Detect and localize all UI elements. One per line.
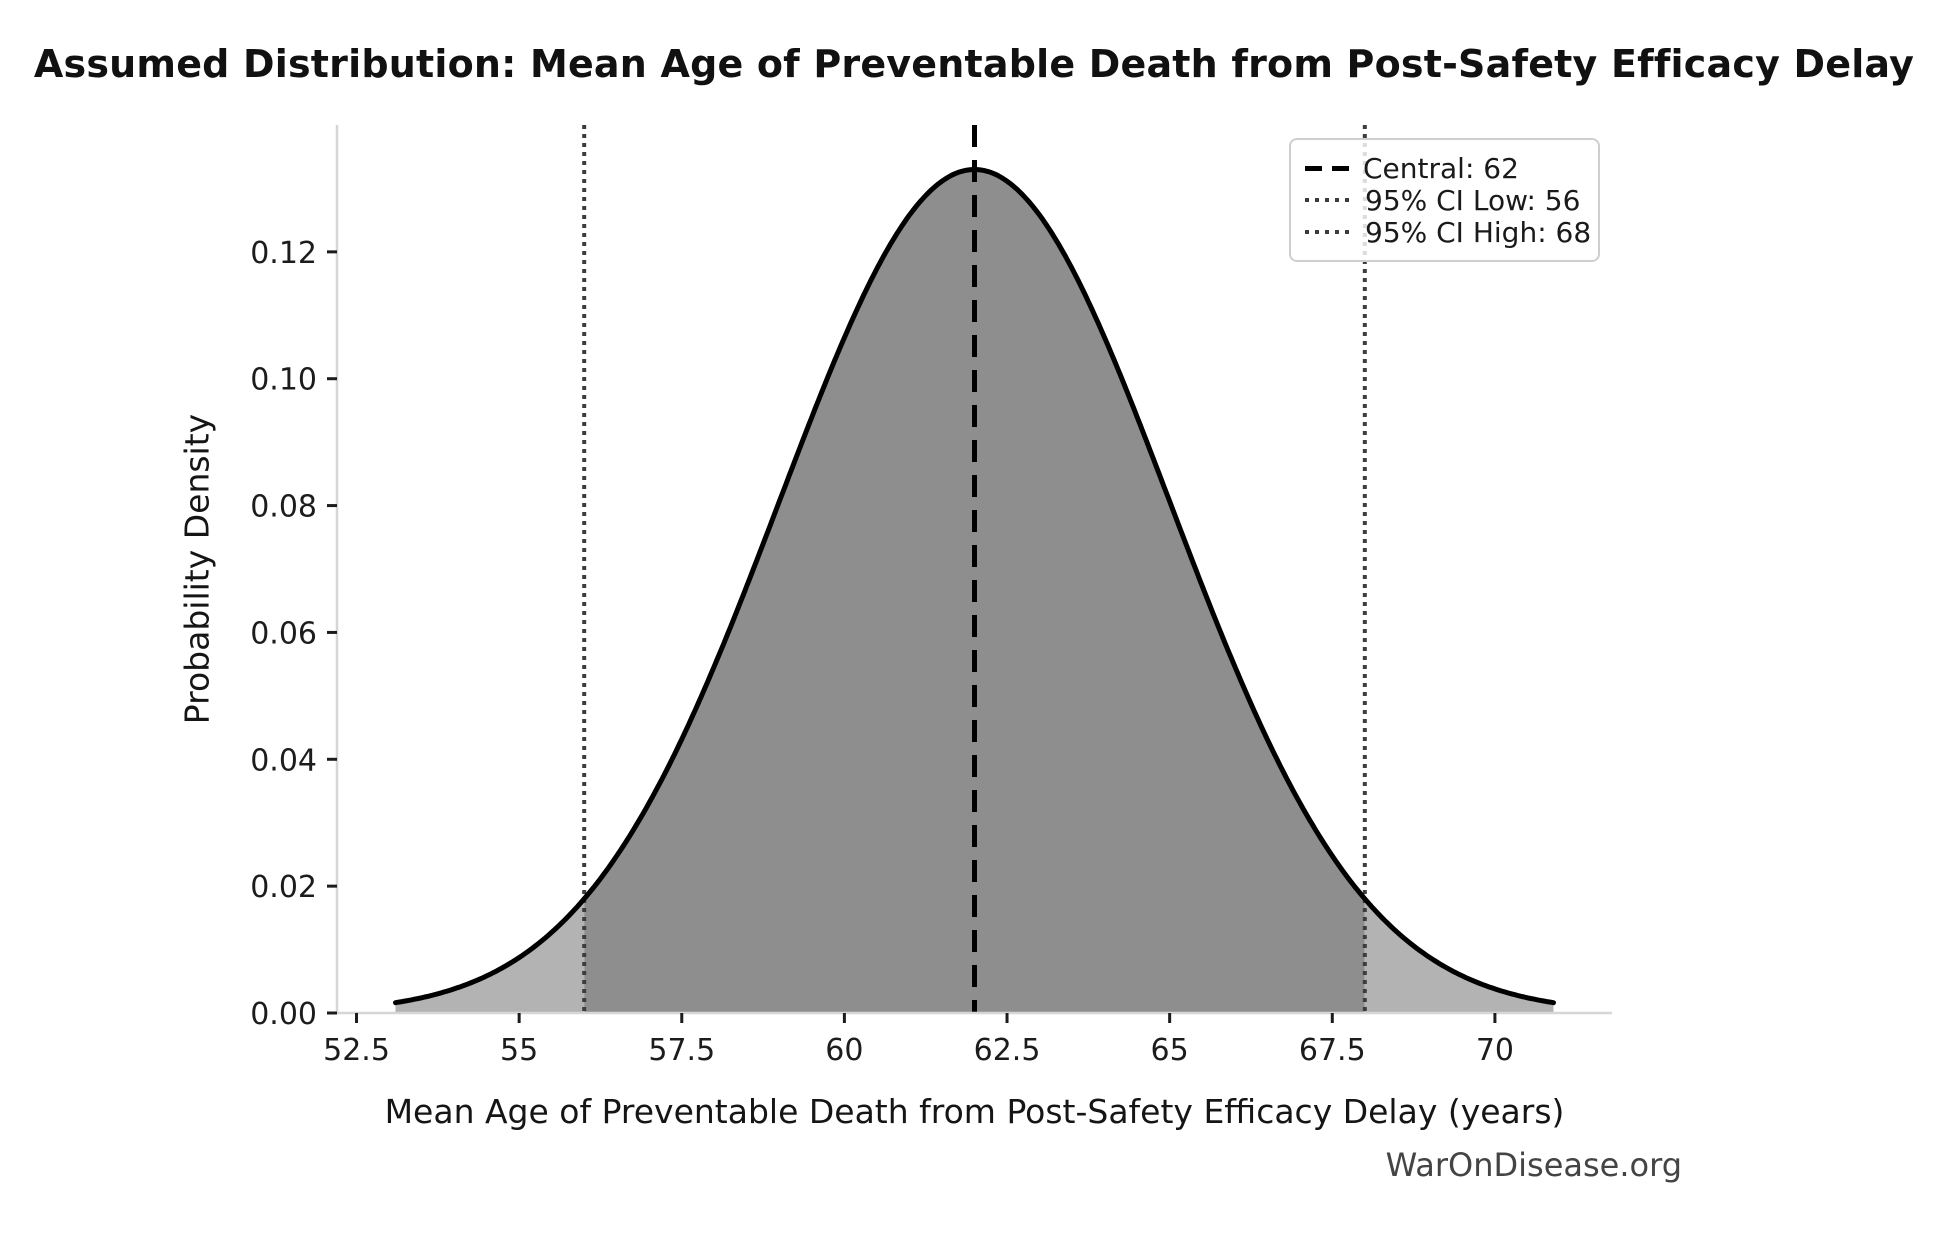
legend-item-ci-low: 95% CI Low: 56 [1305,183,1584,217]
x-tick-label: 62.5 [974,1033,1041,1068]
y-axis-ticks: 0.00 0.02 0.04 0.06 0.08 0.10 0.12 [250,236,337,1032]
chart-title: Assumed Distribution: Mean Age of Preven… [33,42,1915,86]
dashed-line-sample-icon [1305,165,1349,171]
left-tail-fill [395,898,585,1013]
y-tick-label: 0.04 [250,743,317,778]
legend-label: Central: 62 [1363,151,1519,185]
y-tick-label: 0.00 [250,997,317,1032]
x-tick-label: 52.5 [323,1033,390,1068]
legend-label: 95% CI Low: 56 [1365,183,1581,217]
y-tick-label: 0.02 [250,870,317,905]
x-axis-ticks: 52.5 55 57.5 60 62.5 65 67.5 70 [323,1013,1514,1068]
watermark: WarOnDisease.org [1385,1146,1682,1184]
x-tick-label: 70 [1476,1033,1514,1068]
dotted-line-sample-icon [1305,198,1351,202]
y-tick-label: 0.08 [250,490,317,525]
y-tick-label: 0.06 [250,616,317,651]
x-axis-label: Mean Age of Preventable Death from Post-… [384,1092,1565,1131]
x-tick-label: 57.5 [648,1033,715,1068]
density-curve [393,167,1556,1006]
x-tick-label: 55 [500,1033,538,1068]
x-tick-label: 65 [1151,1033,1189,1068]
legend-item-central: Central: 62 [1305,151,1584,185]
y-tick-label: 0.10 [250,363,317,398]
y-axis-label: Probability Density [177,413,217,725]
y-tick-label: 0.12 [250,236,317,271]
legend-label: 95% CI High: 68 [1365,215,1592,249]
legend-item-ci-high: 95% CI High: 68 [1305,216,1591,249]
x-tick-label: 60 [825,1033,863,1068]
legend-box: Central: 62 95% CI Low: 56 95% CI High: … [1289,138,1600,262]
axes: 52.5 55 57.5 60 62.5 65 67.5 70 0.000.020.040.0… [250,125,1612,1068]
right-tail-fill [1364,898,1554,1013]
dotted-line-sample-icon [1305,230,1351,234]
reference-lines [582,125,1367,1013]
x-tick-label: 67.5 [1299,1033,1366,1068]
